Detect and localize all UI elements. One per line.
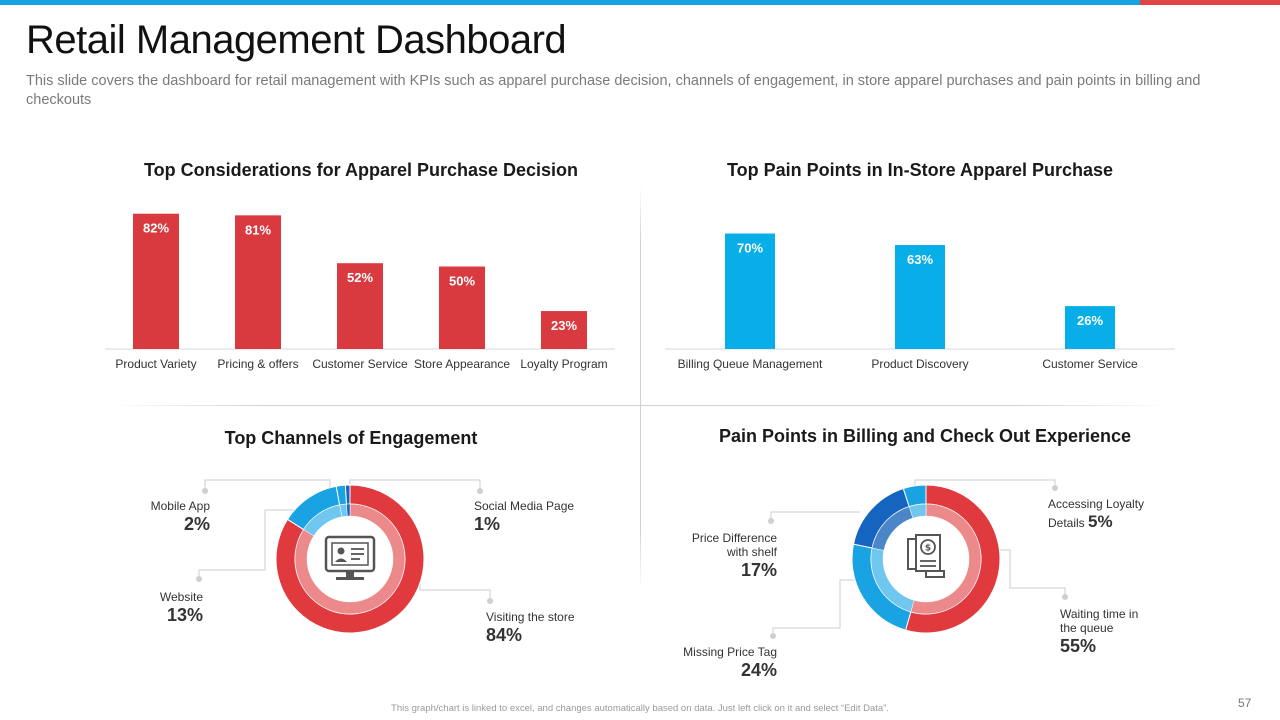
connector-loyalty	[914, 479, 1056, 488]
slide-footer-note: This graph/chart is linked to excel, and…	[391, 703, 889, 714]
connector-website	[198, 509, 295, 579]
annotation-accessing-loyalty: Accessing Loyalty Details 5%	[1048, 497, 1178, 533]
pain-points-category-label-customer-service: Customer Service	[1042, 357, 1138, 371]
pain-points-bar-product-discovery	[895, 245, 945, 349]
receipt-dollar-icon: $	[907, 534, 945, 578]
pain-points-value-label-product-discovery: 63%	[907, 252, 933, 267]
considerations-chart-title: Top Considerations for Apparel Purchase …	[143, 160, 579, 180]
annotation-waiting-time: Waiting time in the queue 55%	[1060, 607, 1190, 657]
considerations-bar-store-appearance	[439, 266, 485, 349]
annotation-mobile-app: Mobile App 2%	[110, 499, 210, 535]
considerations-bar-chart: 82% Product Variety 81% Pricing & offers 52%…	[105, 213, 615, 371]
connector-price-diff	[770, 511, 860, 521]
slide-title: Retail Management Dashboard	[26, 18, 567, 62]
considerations-bar-pricing-offers	[235, 215, 281, 349]
annotation-visiting-store-label: Visiting the store	[486, 610, 575, 624]
annotation-price-difference-line1: Price Difference	[691, 531, 777, 545]
considerations-bar-customer-service	[337, 263, 383, 349]
pain-points-bar-customer-service	[1065, 306, 1115, 349]
annotation-price-difference-line2: with shelf	[726, 545, 777, 559]
quadrant-divider-horizontal	[110, 405, 1170, 406]
considerations-category-label-loyalty-program: Loyalty Program	[520, 357, 607, 371]
annotation-price-difference-pct: 17%	[740, 560, 777, 580]
considerations-category-label-pricing-offers: Pricing & offers	[217, 357, 298, 371]
annotation-missing-price-tag-pct: 24%	[740, 660, 777, 680]
slide-subtitle: This slide covers the dashboard for reta…	[26, 73, 1201, 108]
considerations-bar-product-variety	[133, 213, 179, 349]
considerations-category-label-customer-service: Customer Service	[312, 357, 408, 371]
annotation-waiting-time-line1: Waiting time in	[1060, 607, 1139, 621]
considerations-category-label-store-appearance: Store Appearance	[414, 357, 510, 371]
considerations-value-label-pricing-offers: 81%	[245, 222, 271, 237]
considerations-category-label-product-variety: Product Variety	[115, 357, 196, 371]
channels-inner-slice-social-media-page	[346, 503, 351, 517]
annotation-accessing-loyalty-pct: 5%	[1088, 512, 1113, 531]
quadrant-divider-vertical	[640, 185, 641, 590]
pain-points-bar-billing-queue-management	[725, 233, 775, 349]
channels-chart-title: Top Channels of Engagement	[224, 428, 478, 448]
billing-chart-title: Pain Points in Billing and Check Out Exp…	[718, 426, 1132, 446]
considerations-bar-loyalty-program	[541, 311, 587, 349]
considerations-value-label-loyalty-program: 23%	[551, 318, 577, 333]
annotation-visiting-store: Visiting the store 84%	[486, 610, 616, 646]
pain-points-chart-title: Top Pain Points in In-Store Apparel Purc…	[726, 160, 1114, 180]
considerations-value-label-store-appearance: 50%	[449, 274, 475, 289]
annotation-visiting-store-pct: 84%	[486, 625, 523, 645]
annotation-social-media-pct: 1%	[474, 514, 501, 534]
annotation-waiting-time-pct: 55%	[1060, 636, 1097, 656]
annotation-waiting-time-line2: the queue	[1060, 621, 1114, 635]
considerations-value-label-customer-service: 52%	[347, 270, 373, 285]
annotation-mobile-app-label: Mobile App	[150, 499, 210, 513]
annotation-social-media-label: Social Media Page	[474, 499, 575, 513]
pain-points-value-label-billing-queue-management: 70%	[737, 241, 763, 256]
pain-points-bar-chart: 70% Billing Queue Management 63% Product Di…	[665, 233, 1175, 371]
annotation-website-pct: 13%	[166, 605, 203, 625]
top-accent-bar-blue	[0, 0, 1140, 5]
top-accent-bar-red	[1140, 0, 1280, 5]
billing-donut-chart: $	[851, 484, 1001, 634]
annotation-website-label: Website	[159, 590, 203, 604]
channels-donut-chart	[275, 484, 425, 634]
considerations-value-label-product-variety: 82%	[143, 221, 169, 236]
annotation-price-difference: Price Difference with shelf 17%	[660, 531, 777, 581]
pain-points-value-label-customer-service: 26%	[1077, 313, 1103, 328]
annotation-missing-price-tag: Missing Price Tag 24%	[657, 645, 777, 681]
connector-missing-tag	[772, 579, 858, 636]
page-number: 57	[1238, 696, 1252, 710]
pain-points-category-label-product-discovery: Product Discovery	[871, 357, 968, 371]
connector-waiting	[997, 549, 1066, 597]
pain-points-category-label-billing-queue-management: Billing Queue Management	[678, 357, 823, 371]
annotation-accessing-loyalty-line2: Details	[1048, 516, 1085, 530]
annotation-accessing-loyalty-line1: Accessing Loyalty	[1048, 497, 1145, 511]
monitor-profile-icon	[324, 535, 376, 580]
channels-slice-social-media-page	[344, 484, 351, 505]
annotation-website: Website 13%	[103, 590, 203, 626]
annotation-social-media: Social Media Page 1%	[474, 499, 604, 535]
svg-text:$: $	[925, 544, 931, 554]
annotation-missing-price-tag-label: Missing Price Tag	[683, 645, 777, 659]
annotation-mobile-app-pct: 2%	[183, 514, 210, 534]
